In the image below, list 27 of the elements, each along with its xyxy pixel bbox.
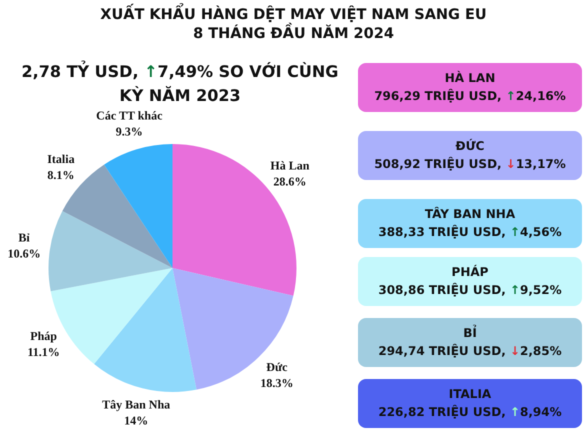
slice-label: Italia (47, 152, 75, 166)
text: 308,86 TRIỆU USD, ↑9,52% (377, 282, 563, 299)
text: 508,92 TRIỆU USD, ↓13,17% (373, 156, 567, 173)
slice-label: Các TT khác (96, 108, 164, 122)
text: BỈ (462, 324, 478, 342)
text: TÂY BAN NHA (424, 206, 516, 223)
text: 388,33 TRIỆU USD, ↑4,56% (377, 224, 563, 241)
text: ĐỨC (454, 138, 486, 155)
data-label: 18.3% (260, 376, 294, 390)
text: ITALIA (448, 386, 492, 403)
data-label: 8.1% (47, 168, 74, 182)
data-label: 9.3% (116, 124, 143, 138)
chart-subtitle: 2,78 TỶ USD, ↑7,49% SO VỚI CÙNG KỲ NĂM 2023 (20, 60, 340, 107)
slice-label: Tây Ban Nha (102, 398, 170, 412)
data-label: 28.6% (273, 174, 306, 189)
slice-label: Hà Lan (270, 158, 310, 173)
slice-label: Bỉ (18, 230, 30, 244)
slice-label: Pháp (30, 328, 58, 343)
text: PHÁP (450, 264, 490, 281)
text: 796,29 TRIỆU USD, ↑24,16% (373, 88, 567, 105)
data-label: 10.6% (8, 246, 41, 260)
text: 226,82 TRIỆU USD, ↑8,94% (377, 404, 563, 421)
text: HÀ LAN (444, 70, 496, 87)
data-label: 11.1% (27, 344, 60, 359)
text: 294,74 TRIỆU USD, ↓2,85% (377, 342, 563, 360)
slice-label: Đức (266, 360, 288, 374)
data-label: 14% (124, 414, 148, 428)
